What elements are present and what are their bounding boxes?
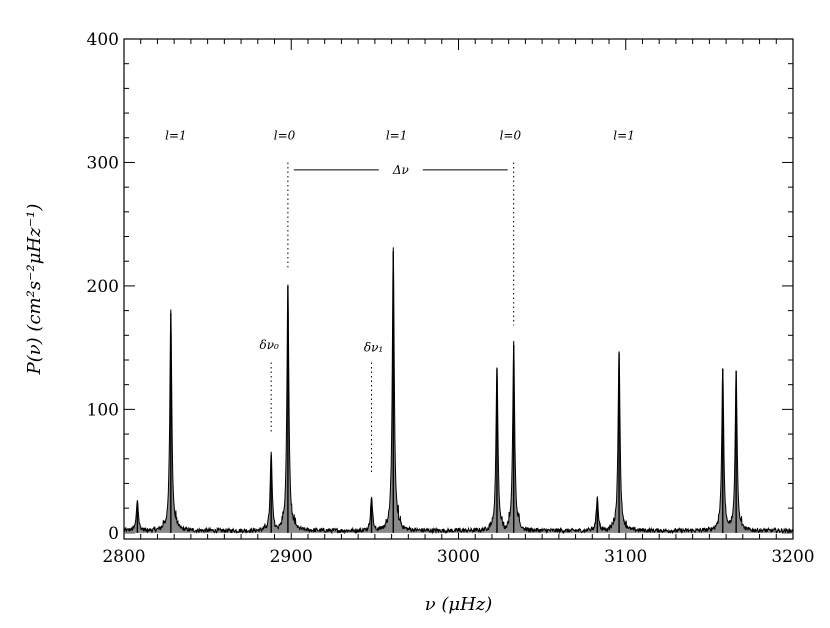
- mode-label: l=1: [386, 128, 408, 142]
- plot-frame: [123, 38, 794, 540]
- mode-label: l=1: [165, 128, 187, 142]
- y-tick-label: 300: [87, 153, 119, 173]
- y-tick-label: 0: [108, 524, 119, 544]
- spectrum-fill: [124, 247, 793, 533]
- spectrum-line: [123, 247, 794, 535]
- mode-label: l=0: [500, 128, 522, 142]
- delta-nu1-label: δν₁: [364, 341, 383, 355]
- y-tick-label: 100: [87, 400, 119, 420]
- x-tick-label: 3100: [604, 547, 647, 567]
- x-tick-label: 3200: [771, 547, 814, 567]
- x-axis-title: ν (μHz): [425, 594, 493, 615]
- mode-label: l=0: [274, 128, 296, 142]
- y-tick-label: 200: [87, 277, 119, 297]
- delta-nu0-label: δν₀: [260, 338, 280, 352]
- x-tick-label: 2900: [270, 547, 313, 567]
- delta-nu-label: Δν: [392, 163, 409, 177]
- x-tick-label: 3000: [437, 547, 480, 567]
- x-tick-label: 2800: [102, 547, 145, 567]
- y-tick-label: 400: [87, 30, 119, 50]
- y-axis-title: P(ν) (cm²s⁻²μHz⁻¹): [24, 204, 45, 376]
- mode-label: l=1: [613, 128, 635, 142]
